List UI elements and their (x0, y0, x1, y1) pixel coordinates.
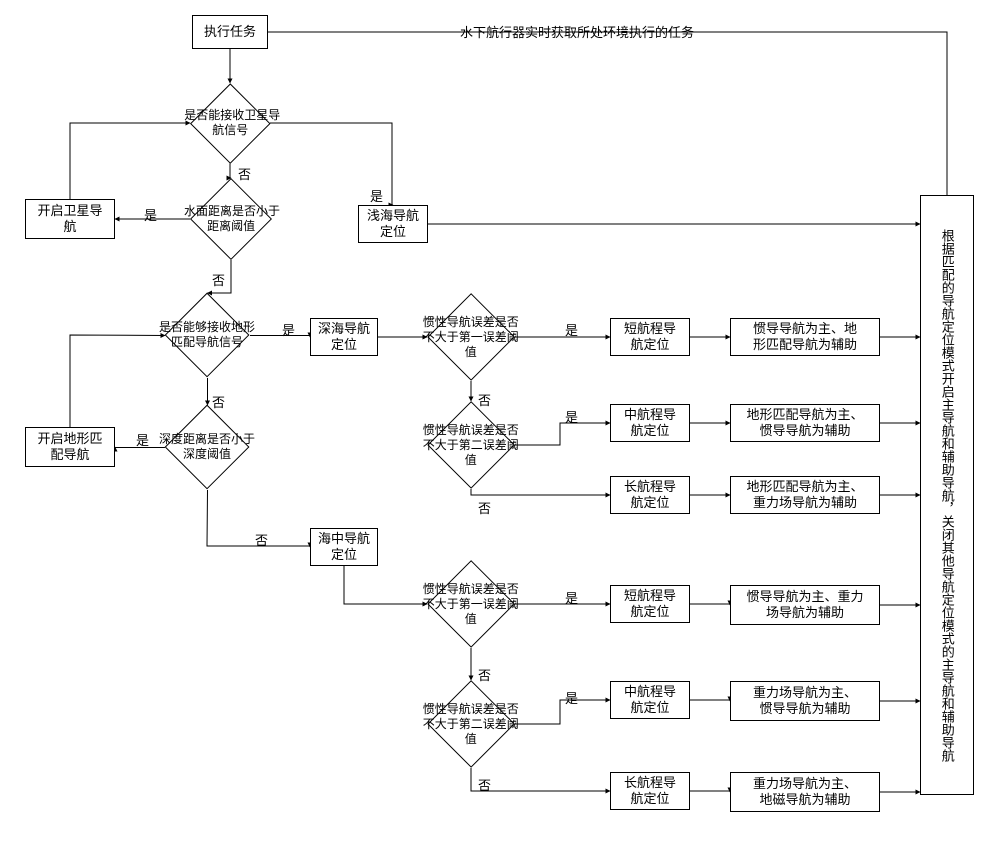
edge-label: 否 (255, 530, 268, 549)
node-n_out4: 惯导导航为主、重力 场导航为辅助 (730, 585, 880, 625)
edge-label: 是 (136, 430, 149, 449)
node-n_deep: 深海导航 定位 (310, 318, 378, 356)
edge (690, 604, 730, 605)
node-n_out5: 重力场导航为主、 惯导导航为辅助 (730, 681, 880, 721)
node-n_exec: 执行任务 (192, 15, 268, 49)
edge-label: 是 (282, 320, 295, 339)
node-n_out3: 地形匹配导航为主、 重力场导航为辅助 (730, 476, 880, 514)
edge (690, 700, 730, 701)
edge-label: 是 (565, 407, 578, 426)
edge-label: 是 (565, 320, 578, 339)
node-n_mid_a: 中航程导 航定位 (610, 404, 690, 442)
node-n_out1: 惯导导航为主、地 形匹配导航为辅助 (730, 318, 880, 356)
node-n_shallow: 浅海导航 定位 (358, 205, 428, 243)
edge-label: 是 (370, 186, 383, 205)
edge-label: 否 (478, 498, 491, 517)
node-n_out2: 地形匹配导航为主、 惯导导航为辅助 (730, 404, 880, 442)
node-n_short_a: 短航程导 航定位 (610, 318, 690, 356)
edge-label: 是 (565, 588, 578, 607)
node-n_mid_b: 中航程导 航定位 (610, 681, 690, 719)
edge (515, 423, 610, 445)
edge (515, 700, 610, 724)
header-text: 水下航行器实时获取所处环境执行的任务 (460, 22, 694, 41)
edge (471, 489, 610, 495)
node-n_open_ter: 开启地形匹 配导航 (25, 427, 115, 467)
node-n_mid_sea: 海中导航 定位 (310, 528, 378, 566)
edge-label: 否 (212, 270, 225, 289)
edge-label: 否 (238, 164, 251, 183)
node-n_open_sat: 开启卫星导 航 (25, 199, 115, 239)
edge (70, 335, 165, 427)
edge (230, 163, 231, 178)
edge-label: 是 (565, 688, 578, 707)
node-n_out6: 重力场导航为主、 地磁导航为辅助 (730, 772, 880, 812)
edge-label: 是 (144, 205, 157, 224)
edge (471, 768, 610, 791)
edge (268, 32, 947, 195)
edge-label: 否 (212, 392, 225, 411)
edge (70, 123, 190, 199)
edge (250, 336, 310, 338)
node-n_final: 根据匹配的导航定位模式开启主导航和辅助导航，关闭其他导航定位模式的主导航和辅助导… (920, 195, 974, 795)
node-n_short_b: 短航程导 航定位 (610, 585, 690, 623)
node-n_long_a: 长航程导 航定位 (610, 476, 690, 514)
edge-label: 否 (478, 390, 491, 409)
edge-label: 否 (478, 775, 491, 794)
edge (344, 566, 427, 604)
node-n_long_b: 长航程导 航定位 (610, 772, 690, 810)
edge (690, 791, 730, 792)
edge-label: 否 (478, 665, 491, 684)
